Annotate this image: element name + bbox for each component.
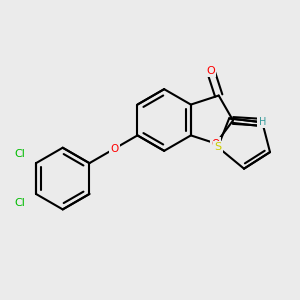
Text: O: O [212, 139, 220, 148]
Text: H: H [259, 117, 266, 127]
Text: O: O [111, 143, 119, 154]
Text: Cl: Cl [15, 149, 26, 159]
Text: Cl: Cl [15, 198, 26, 208]
Text: S: S [214, 142, 221, 152]
Text: O: O [206, 66, 215, 76]
